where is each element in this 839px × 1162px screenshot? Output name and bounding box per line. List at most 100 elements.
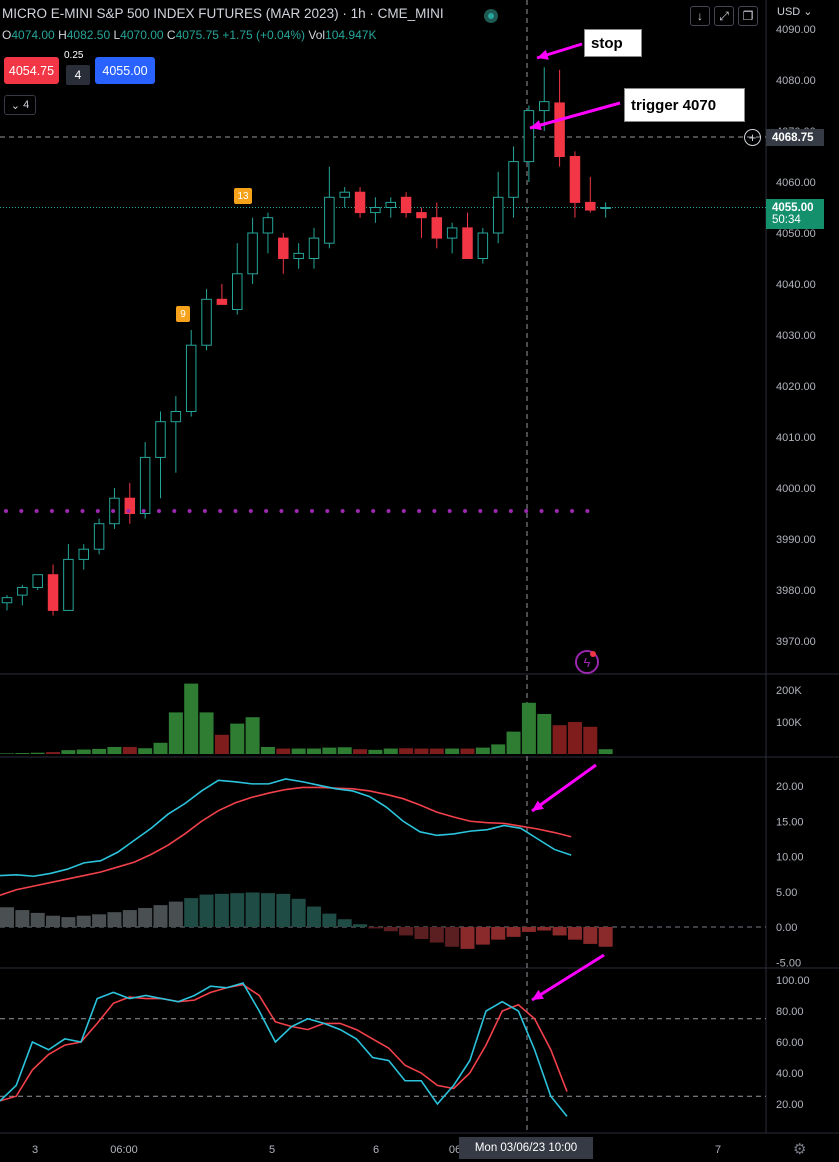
- macd-histogram-bar: [30, 912, 45, 927]
- stoch-arrow-head: [532, 989, 544, 1000]
- candle-body: [339, 191, 350, 198]
- buy-button[interactable]: 4055.00: [95, 57, 155, 84]
- trigger-callout: trigger 4070: [624, 88, 745, 122]
- level-dot: [508, 508, 513, 513]
- candles-group: [1, 67, 611, 616]
- candle-body: [1, 597, 13, 604]
- macd-histogram-bar: [107, 912, 122, 927]
- lightning-icon[interactable]: ϟ: [575, 650, 599, 674]
- market-status-icon[interactable]: [484, 9, 498, 23]
- macd-arrow: [531, 763, 597, 813]
- level-dot: [463, 508, 467, 513]
- candle-body: [354, 191, 366, 214]
- macd-histogram-bar: [475, 927, 490, 945]
- macd-histogram-bar: [199, 894, 214, 927]
- candle-body: [232, 273, 243, 310]
- candle-body: [155, 421, 166, 458]
- level-dot: [585, 508, 590, 513]
- sell-button[interactable]: 4054.75: [4, 57, 59, 84]
- level-dot: [401, 508, 406, 513]
- quantity-field[interactable]: 4: [66, 65, 90, 85]
- price-axis-label: 3970.00: [776, 636, 816, 648]
- candle-body: [278, 237, 289, 260]
- volume-bar: [322, 747, 337, 754]
- macd-histogram-bar: [429, 927, 444, 943]
- level-dot: [432, 508, 437, 513]
- level-dot: [493, 508, 498, 513]
- restore-icon[interactable]: ❐: [738, 6, 758, 26]
- candle-body: [216, 298, 228, 305]
- volume-bar: [122, 746, 137, 754]
- macd-pane: [0, 778, 766, 949]
- download-icon[interactable]: ↓: [690, 6, 710, 26]
- high-label: H: [58, 28, 67, 42]
- level-dot: [233, 508, 238, 513]
- volume-axis-label: 200K: [776, 685, 802, 697]
- close-label: C: [166, 28, 176, 42]
- candle-body: [523, 110, 535, 163]
- level-dot: [126, 508, 131, 513]
- stoch-axis-label: 20.00: [776, 1099, 804, 1111]
- indicator-collapse-button[interactable]: ⌄ 4: [4, 95, 36, 115]
- volume-bar: [445, 748, 460, 754]
- macd-histogram-bar: [322, 913, 337, 927]
- ohlc-legend: O4074.00 H4082.50 L4070.00 C4075.75 +1.7…: [2, 28, 376, 42]
- candle-body: [446, 227, 458, 239]
- candle-body: [32, 574, 43, 588]
- candle-body: [170, 411, 182, 423]
- add-alert-plus-icon[interactable]: +: [744, 129, 761, 146]
- volume-bar: [199, 712, 214, 754]
- macd-histogram-bar: [138, 907, 153, 927]
- macd-histogram-bar: [583, 927, 598, 944]
- macd-axis-label: 15.00: [776, 816, 804, 828]
- level-dot: [111, 508, 116, 513]
- sequential-count-13: 13: [234, 188, 252, 204]
- stoch-axis-label: 40.00: [776, 1068, 804, 1080]
- macd-histogram-bar: [291, 898, 306, 927]
- macd-histogram-bar: [307, 906, 321, 927]
- level-dot: [19, 508, 24, 513]
- candle-body: [17, 586, 28, 596]
- candle-body: [416, 212, 427, 219]
- candle-body: [569, 156, 581, 203]
- stoch-arrow: [531, 953, 605, 1002]
- candle-body: [554, 102, 565, 157]
- price-axis-label: 4020.00: [776, 381, 816, 393]
- volume-bar: [475, 747, 490, 754]
- stop-arrow-head: [537, 49, 549, 60]
- candle-body: [431, 217, 443, 239]
- symbol-title[interactable]: MICRO E-MINI S&P 500 INDEX FUTURES (MAR …: [2, 6, 444, 21]
- macd-histogram-bar: [61, 917, 76, 927]
- stoch-axis-label: 60.00: [776, 1037, 804, 1049]
- macd-histogram-bar: [337, 919, 352, 927]
- level-dot: [95, 508, 100, 513]
- level-dot: [202, 508, 207, 513]
- candle-body: [124, 497, 136, 515]
- macd-histogram-bar: [567, 927, 582, 940]
- macd-histogram-bar: [353, 924, 368, 927]
- candle-body: [508, 161, 519, 198]
- maximize-icon[interactable]: ⤢: [714, 6, 734, 26]
- macd-signal-line: [0, 786, 572, 897]
- candle-body: [185, 344, 197, 413]
- volume-bar: [583, 726, 598, 754]
- level-dot: [187, 508, 192, 513]
- macd-histogram-bar: [521, 927, 536, 932]
- stoch-k-line: [0, 982, 568, 1117]
- volume-bar: [521, 702, 536, 754]
- currency-selector[interactable]: USD ⌄: [777, 5, 813, 18]
- candle-body: [78, 548, 89, 560]
- candle-body: [139, 456, 151, 514]
- candle-body: [492, 196, 504, 234]
- stoch-axis-label: 100.00: [776, 975, 810, 987]
- volume-axis-label: 100K: [776, 717, 802, 729]
- settings-gear-icon[interactable]: ⚙: [793, 1141, 807, 1158]
- macd-axis-label: 10.00: [776, 852, 804, 864]
- macd-histogram-bar: [368, 927, 383, 929]
- volume-bar: [276, 748, 291, 754]
- volume-pane: [0, 683, 613, 754]
- volume-bar: [429, 748, 444, 754]
- level-dot: [524, 508, 529, 513]
- level-dot: [340, 508, 345, 513]
